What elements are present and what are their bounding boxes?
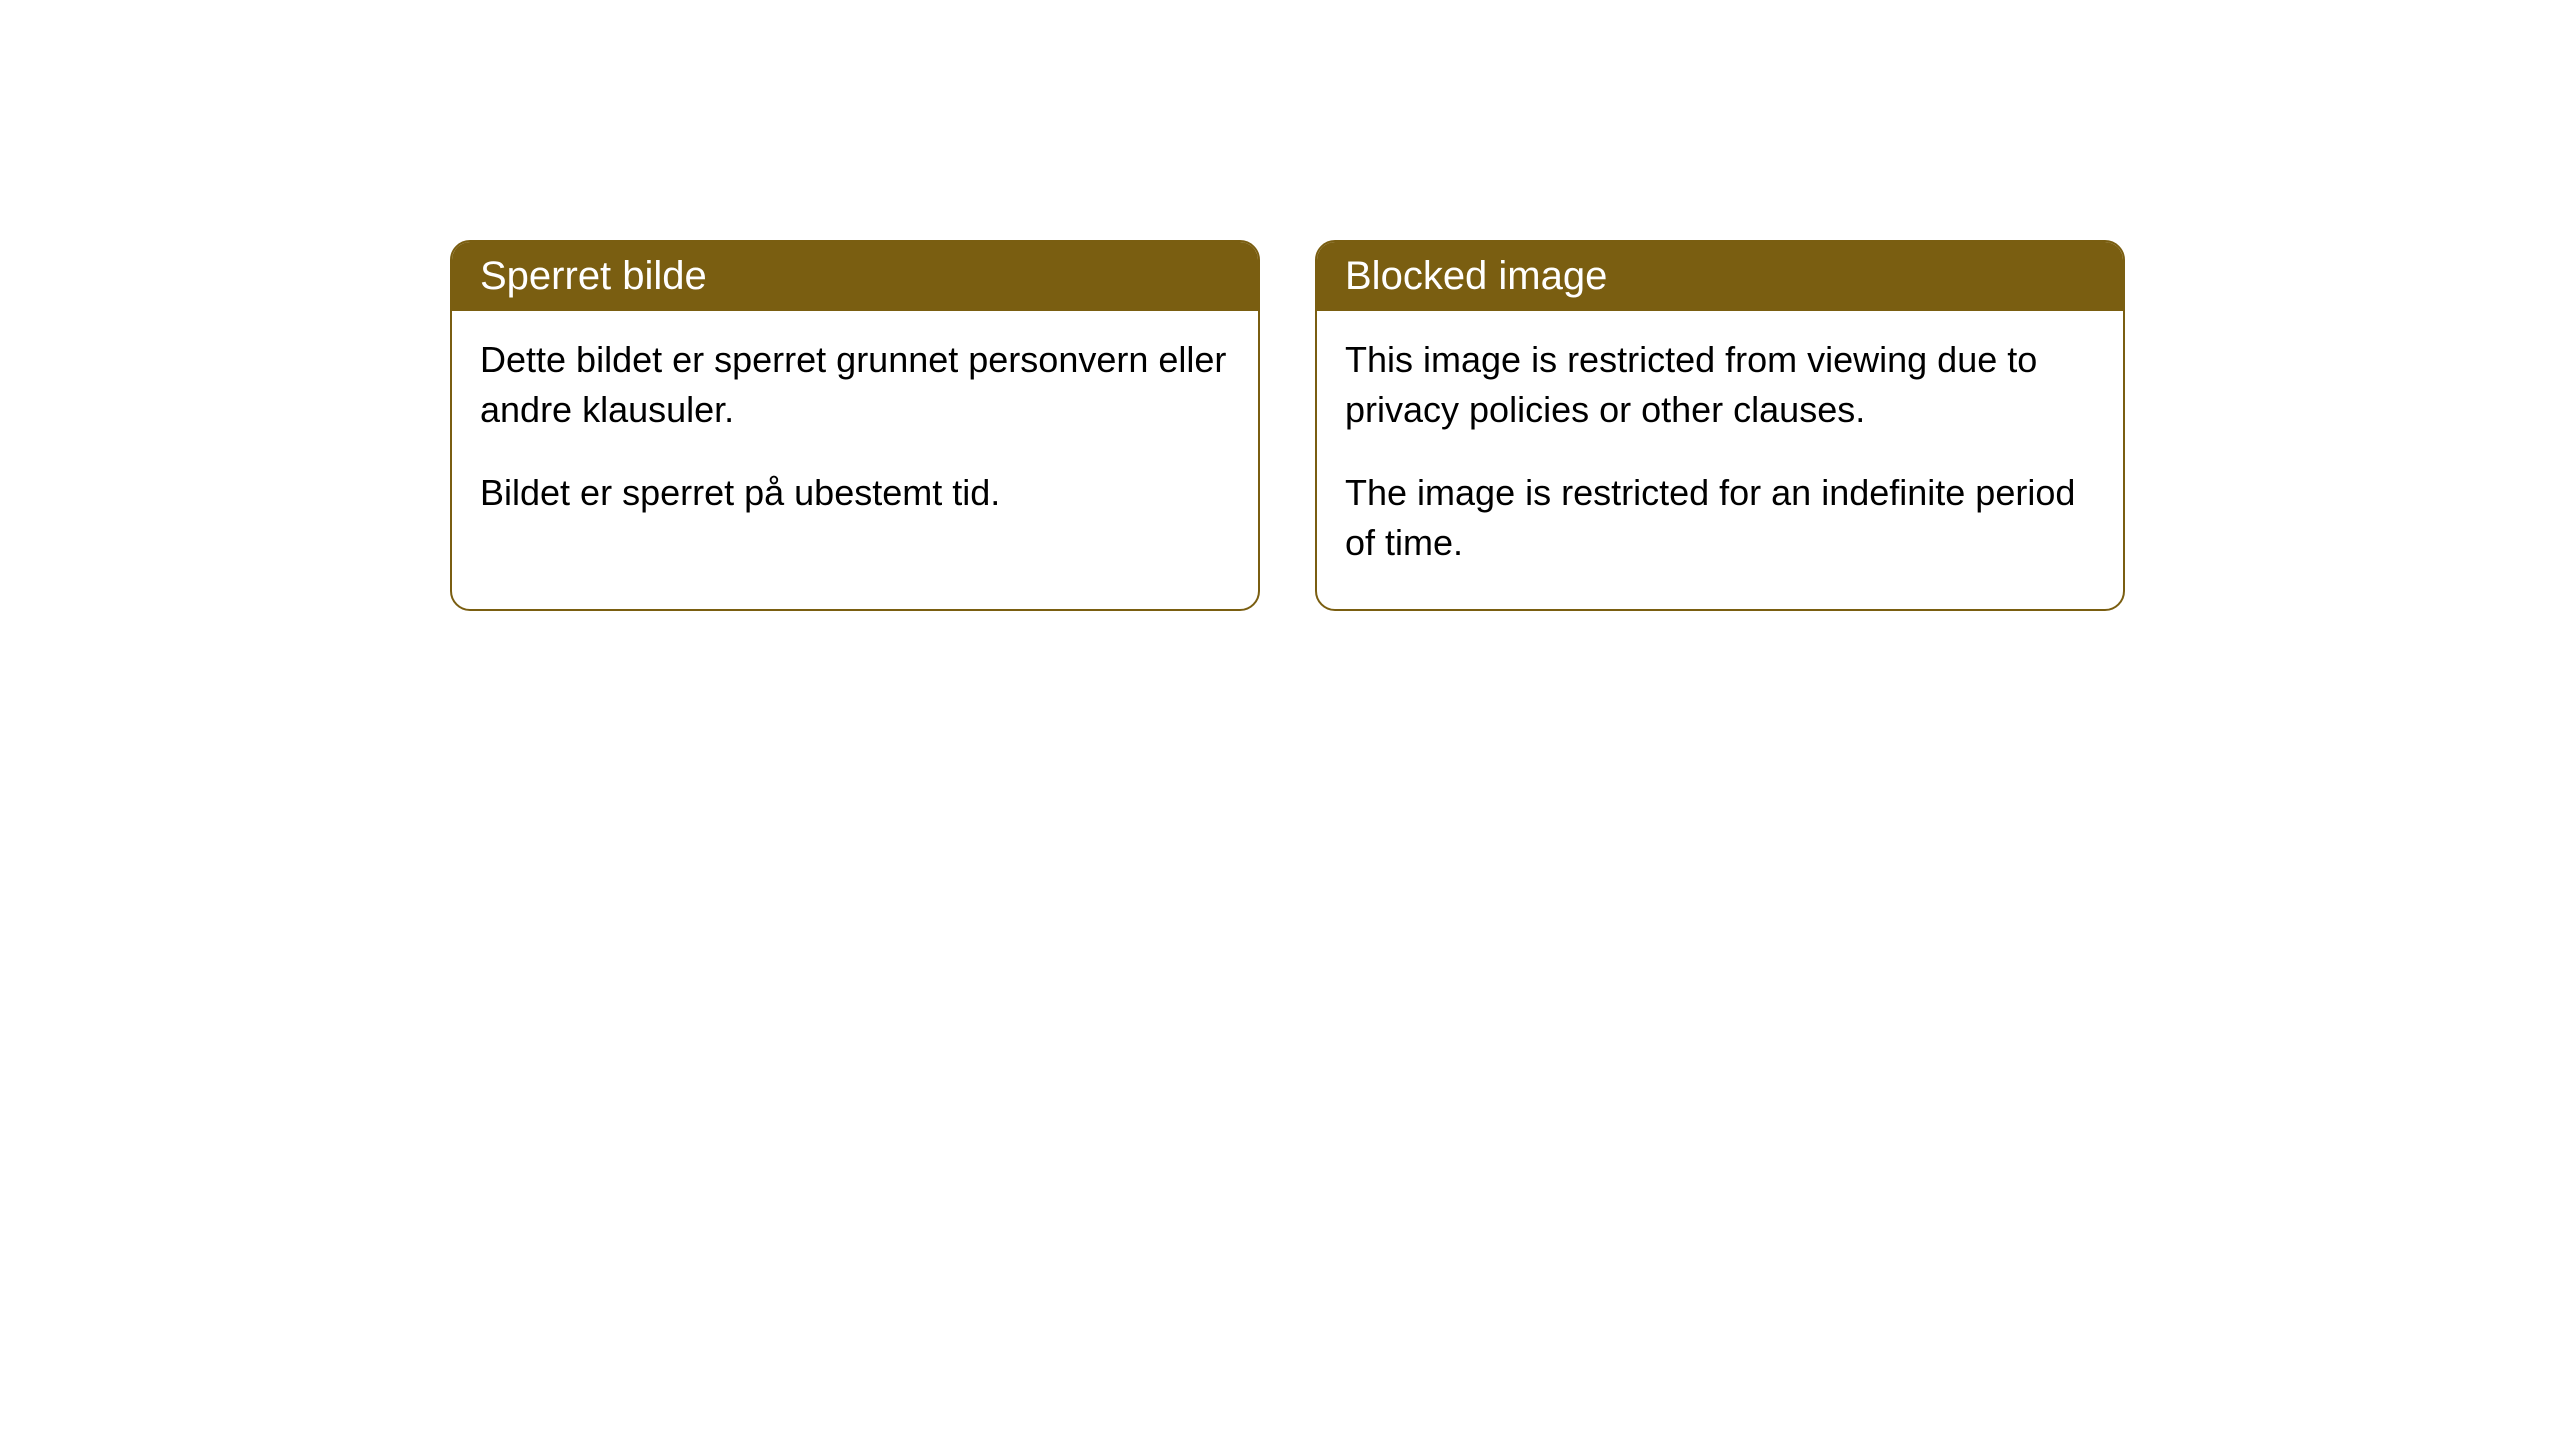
card-title-en: Blocked image <box>1345 254 1607 298</box>
card-text-no-2: Bildet er sperret på ubestemt tid. <box>480 468 1230 518</box>
card-body-no: Dette bildet er sperret grunnet personve… <box>452 311 1258 558</box>
card-text-en-2: The image is restricted for an indefinit… <box>1345 468 2095 569</box>
notice-cards-container: Sperret bilde Dette bildet er sperret gr… <box>450 240 2125 611</box>
blocked-image-card-no: Sperret bilde Dette bildet er sperret gr… <box>450 240 1260 611</box>
card-header-en: Blocked image <box>1317 242 2123 311</box>
card-header-no: Sperret bilde <box>452 242 1258 311</box>
card-body-en: This image is restricted from viewing du… <box>1317 311 2123 609</box>
card-text-no-1: Dette bildet er sperret grunnet personve… <box>480 335 1230 436</box>
card-title-no: Sperret bilde <box>480 254 707 298</box>
card-text-en-1: This image is restricted from viewing du… <box>1345 335 2095 436</box>
blocked-image-card-en: Blocked image This image is restricted f… <box>1315 240 2125 611</box>
